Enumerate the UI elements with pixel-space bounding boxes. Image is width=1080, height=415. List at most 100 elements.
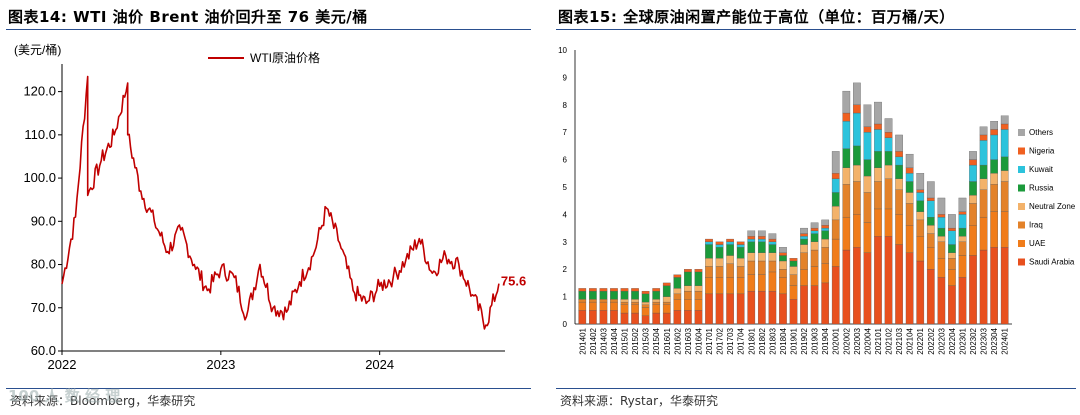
x-tick-label: 202303 bbox=[980, 327, 989, 354]
bar-segment-others bbox=[948, 214, 956, 229]
bar-segment-iraq bbox=[926, 233, 935, 248]
bar-segment-others bbox=[831, 151, 840, 174]
bar-segment-others bbox=[800, 227, 808, 234]
bar-segment-uae bbox=[831, 238, 840, 267]
bar-segment-uae bbox=[610, 301, 618, 311]
y-tick-label: 0 bbox=[563, 320, 568, 329]
legend-label: Others bbox=[1029, 128, 1053, 137]
bar-segment-nigeria bbox=[937, 214, 946, 218]
bar-segment-saudi-arabia bbox=[831, 266, 840, 325]
bar-segment-kuwait bbox=[948, 230, 956, 245]
bar-segment-nigeria bbox=[905, 167, 914, 174]
x-tick-label: 202202 bbox=[927, 327, 936, 354]
right-source-rule bbox=[556, 388, 1076, 389]
x-tick-label: 201802 bbox=[758, 327, 767, 354]
bar-segment-russia bbox=[863, 159, 872, 177]
x-tick-label: 201701 bbox=[705, 327, 714, 354]
bar-segment-saudi-arabia bbox=[990, 247, 998, 325]
bar-segment-russia bbox=[853, 145, 861, 166]
y-tick-label: 2 bbox=[563, 265, 568, 274]
bar-segment-neutral-zone bbox=[842, 167, 851, 185]
bar-segment-uae bbox=[958, 255, 967, 278]
bar-segment-russia bbox=[905, 181, 914, 193]
bar-segment-uae bbox=[631, 304, 639, 314]
bar-segment-kuwait bbox=[736, 244, 745, 248]
x-tick-label: 202304 bbox=[990, 327, 999, 354]
bar-segment-neutral-zone bbox=[895, 178, 903, 190]
bar-segment-russia bbox=[958, 227, 967, 237]
x-tick-label: 201804 bbox=[779, 327, 788, 354]
right-chart-title: 图表15: 全球原油闲置产能位于高位（单位：百万桶/天） bbox=[558, 8, 955, 26]
bar-segment-saudi-arabia bbox=[874, 236, 882, 325]
x-tick-label: 202002 bbox=[842, 327, 851, 354]
bar-segment-nigeria bbox=[831, 173, 840, 179]
bar-segment-uae bbox=[599, 301, 608, 311]
bar-segment-neutral-zone bbox=[948, 252, 956, 259]
bar-segment-uae bbox=[874, 208, 882, 237]
bar-segment-neutral-zone bbox=[736, 258, 745, 267]
bar-segment-nigeria bbox=[926, 197, 935, 201]
bar-segment-neutral-zone bbox=[631, 299, 639, 303]
bar-segment-nigeria bbox=[884, 132, 893, 138]
y-tick-label: 60.0 bbox=[31, 343, 56, 358]
legend-label: Kuwait bbox=[1029, 165, 1054, 174]
bar-segment-kuwait bbox=[916, 192, 925, 201]
bar-segment-iraq bbox=[874, 181, 882, 210]
bar-segment-uae bbox=[842, 216, 851, 251]
bar-segment-russia bbox=[715, 247, 724, 259]
bar-segment-kuwait bbox=[990, 134, 998, 160]
bar-segment-nigeria bbox=[895, 151, 903, 158]
bar-segment-uae bbox=[757, 274, 766, 292]
bar-segment-uae bbox=[620, 304, 629, 314]
bar-segment-iraq bbox=[673, 293, 682, 300]
bar-segment-iraq bbox=[715, 266, 724, 278]
bar-segment-saudi-arabia bbox=[842, 249, 851, 325]
bar-segment-saudi-arabia bbox=[726, 293, 734, 325]
x-tick-label: 202301 bbox=[958, 327, 967, 354]
legend-label: WTI原油价格 bbox=[250, 50, 320, 65]
bar-segment-russia bbox=[673, 277, 682, 289]
bar-segment-others bbox=[863, 104, 872, 127]
y-tick-label: 70.0 bbox=[31, 300, 56, 315]
bar-segment-neutral-zone bbox=[821, 238, 830, 248]
right-source: 资料来源：Rystar，华泰研究 bbox=[560, 394, 719, 408]
bar-segment-nigeria bbox=[821, 225, 830, 229]
bar-segment-russia bbox=[641, 293, 650, 303]
bar-segment-russia bbox=[990, 159, 998, 174]
bar-segment-neutral-zone bbox=[747, 252, 756, 262]
bar-segment-kuwait bbox=[979, 140, 988, 166]
last-value-annotation: 75.6 bbox=[501, 274, 526, 289]
bar-segment-uae bbox=[789, 285, 798, 300]
bar-segment-neutral-zone bbox=[800, 244, 808, 253]
legend-label: Saudi Arabia bbox=[1029, 258, 1075, 267]
legend-swatch bbox=[1018, 258, 1025, 266]
bar-segment-uae bbox=[641, 307, 650, 316]
x-tick-label: 202102 bbox=[885, 327, 894, 354]
bar-segment-saudi-arabia bbox=[948, 285, 956, 325]
y-tick-label: 110.0 bbox=[24, 127, 56, 142]
bar-segment-neutral-zone bbox=[684, 285, 692, 292]
bar-segment-uae bbox=[863, 222, 872, 253]
bar-segment-iraq bbox=[757, 260, 766, 275]
y-tick-label: 7 bbox=[563, 128, 568, 137]
bar-segment-iraq bbox=[662, 301, 671, 305]
x-tick-label: 201602 bbox=[673, 327, 682, 354]
x-tick-label: 202001 bbox=[832, 327, 841, 354]
bar-segment-saudi-arabia bbox=[853, 247, 861, 325]
bar-segment-nigeria bbox=[715, 241, 724, 245]
bar-segment-nigeria bbox=[979, 134, 988, 141]
left-chart-title: 图表14: WTI 油价 Brent 油价回升至 76 美元/桶 bbox=[8, 8, 368, 26]
bar-segment-iraq bbox=[641, 304, 650, 308]
bar-segment-russia bbox=[768, 244, 777, 253]
bar-segment-others bbox=[979, 126, 988, 136]
bar-segment-neutral-zone bbox=[620, 299, 629, 303]
bar-segment-kuwait bbox=[726, 241, 734, 245]
bar-segment-iraq bbox=[884, 178, 893, 210]
bar-segment-kuwait bbox=[863, 132, 872, 160]
x-tick-label: 201502 bbox=[631, 327, 640, 354]
bar-segment-uae bbox=[736, 277, 745, 295]
bar-segment-uae bbox=[926, 247, 935, 270]
x-tick-label: 202401 bbox=[1001, 327, 1010, 354]
bar-segment-kuwait bbox=[853, 112, 861, 147]
